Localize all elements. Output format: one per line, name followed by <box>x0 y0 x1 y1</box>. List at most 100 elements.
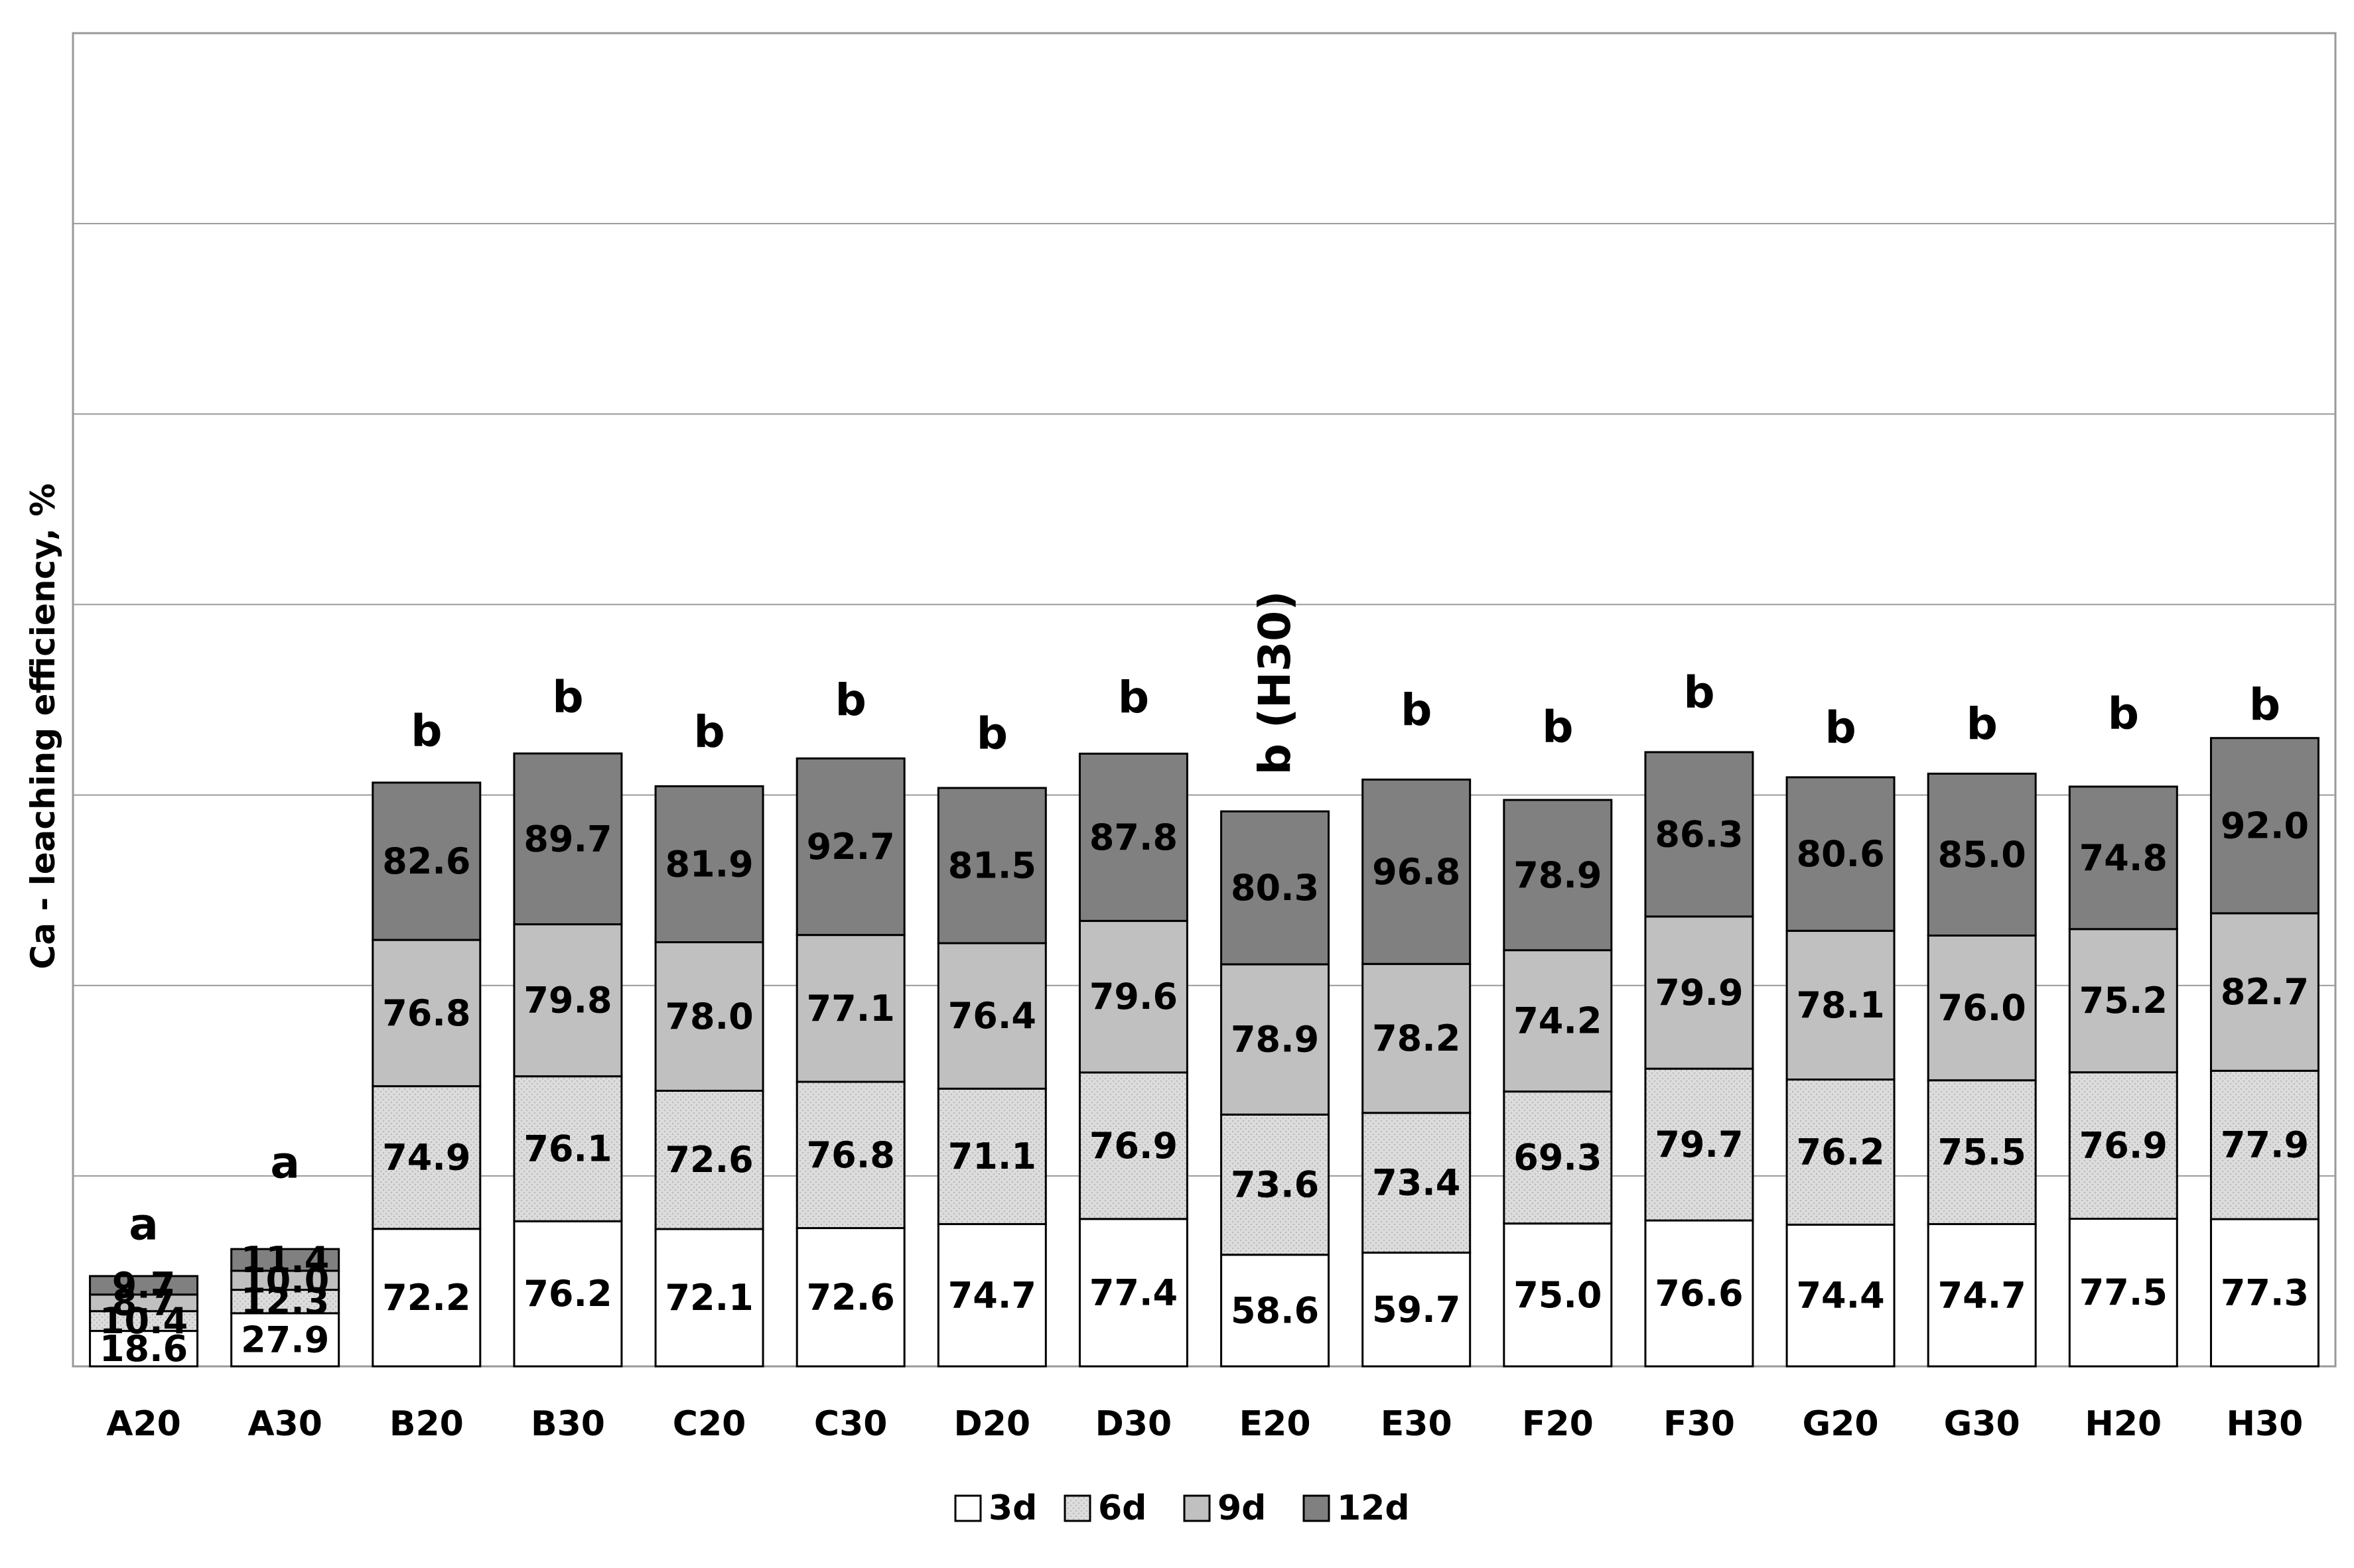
category-label: B30 <box>531 1404 605 1444</box>
category-label: G20 <box>1803 1404 1879 1444</box>
data-label: 10.4 <box>100 1300 188 1342</box>
data-label: 75.2 <box>2079 980 2168 1021</box>
category-label: C20 <box>673 1404 746 1444</box>
bar-segment-6d-H20 <box>2068 1071 2178 1220</box>
bar-segment-12d-H20 <box>2068 785 2178 931</box>
data-label: 77.3 <box>2221 1272 2309 1314</box>
category-label: F30 <box>1663 1404 1735 1444</box>
data-label: 18.6 <box>100 1328 188 1370</box>
data-label: 78.9 <box>1513 854 1602 896</box>
data-label: 10.0 <box>241 1260 329 1301</box>
y-axis-label: Ca - leaching efficiency, % <box>24 484 62 970</box>
bar-segment-3d-H20 <box>2068 1217 2178 1368</box>
data-label: 74.8 <box>2079 837 2168 879</box>
bar-segment-12d-B30 <box>513 752 623 926</box>
significance-letters: a a b b b b b b b (H30) b b b b b b b <box>129 591 2280 1250</box>
bar-segment-12d-A30 <box>230 1248 340 1272</box>
bar-segment-3d-E20 <box>1220 1254 1330 1368</box>
bar-segment-12d-E30 <box>1361 778 1472 965</box>
data-label: 73.4 <box>1372 1162 1460 1204</box>
data-label: 92.7 <box>807 826 895 868</box>
data-label: 74.2 <box>1513 1000 1602 1042</box>
data-label: 74.7 <box>948 1274 1036 1316</box>
significance-letter: b <box>977 708 1008 759</box>
data-label: 76.2 <box>523 1273 612 1315</box>
legend-label-9d: 9d <box>1217 1488 1266 1528</box>
data-label: 82.7 <box>2221 971 2309 1013</box>
data-label: 85.0 <box>1938 834 2026 876</box>
category-label: A30 <box>247 1404 322 1444</box>
bar-segment-9d-B30 <box>513 923 623 1078</box>
data-label: 82.6 <box>382 840 470 882</box>
bar-segment-12d-H30 <box>2209 737 2319 915</box>
bar-segment-9d-A30 <box>230 1270 340 1291</box>
bar-segment-3d-G20 <box>1785 1223 1896 1368</box>
legend-swatch-9d <box>1183 1494 1211 1522</box>
bar-segment-6d-D30 <box>1078 1071 1188 1220</box>
data-label: 92.0 <box>2221 805 2309 846</box>
bar-segment-3d-B30 <box>513 1220 623 1368</box>
bar-segment-6d-F20 <box>1503 1090 1613 1225</box>
bar-segment-6d-H30 <box>2209 1069 2319 1220</box>
category-label: E30 <box>1381 1404 1452 1444</box>
data-label: 74.4 <box>1796 1275 1884 1317</box>
data-label: 72.1 <box>665 1277 753 1319</box>
bar-segment-3d-D20 <box>937 1223 1047 1368</box>
data-label: 79.6 <box>1089 976 1178 1017</box>
bar-segment-6d-G30 <box>1927 1079 2037 1226</box>
category-label: C30 <box>814 1404 888 1444</box>
bar-segment-3d-A20 <box>89 1330 199 1368</box>
bar-segment-12d-A20 <box>89 1275 199 1296</box>
category-label: G30 <box>1944 1404 2020 1444</box>
data-label: 72.2 <box>382 1277 470 1319</box>
significance-letter: b <box>411 705 442 756</box>
bar-segment-12d-D20 <box>937 787 1047 945</box>
bar-segment-3d-B20 <box>372 1228 482 1368</box>
data-label: 76.8 <box>807 1134 895 1176</box>
bar-segment-9d-D20 <box>937 942 1047 1090</box>
significance-letter: b <box>835 675 866 726</box>
bar-segment-9d-G30 <box>1927 934 2037 1082</box>
data-label: 58.6 <box>1231 1289 1319 1331</box>
data-label: 69.3 <box>1513 1137 1602 1179</box>
bar-segment-6d-C20 <box>654 1090 764 1230</box>
bar-segment-9d-H30 <box>2209 912 2319 1072</box>
data-label: 79.8 <box>523 980 612 1021</box>
legend-swatch-3d <box>954 1494 982 1522</box>
significance-letter: b (H30) <box>1249 591 1300 775</box>
data-label: 77.4 <box>1089 1272 1178 1313</box>
bar-segment-12d-G30 <box>1927 772 2037 937</box>
data-label: 80.3 <box>1231 867 1319 909</box>
data-label: 73.6 <box>1231 1164 1319 1206</box>
bar-segment-6d-A20 <box>89 1310 199 1333</box>
data-label: 96.8 <box>1372 851 1460 893</box>
significance-letter: a <box>129 1199 159 1250</box>
data-label: 81.9 <box>665 843 753 885</box>
bar-segment-3d-C30 <box>796 1227 906 1368</box>
data-label: 86.3 <box>1655 813 1743 855</box>
significance-letter: b <box>1542 702 1573 753</box>
bar-segment-6d-B20 <box>372 1085 482 1230</box>
data-label: 77.5 <box>2079 1272 2168 1313</box>
legend-swatch-6d <box>1064 1494 1091 1522</box>
data-label: 72.6 <box>665 1139 753 1181</box>
category-label: E20 <box>1239 1404 1311 1444</box>
data-label: 74.7 <box>1938 1274 2026 1316</box>
data-label: 76.9 <box>1089 1125 1178 1167</box>
data-label: 89.7 <box>523 818 612 860</box>
data-label: 79.9 <box>1655 972 1743 1013</box>
data-label: 80.6 <box>1796 833 1884 875</box>
bar-segment-3d-E30 <box>1361 1252 1472 1368</box>
significance-letter: a <box>270 1138 300 1189</box>
data-label: 76.4 <box>948 995 1036 1037</box>
bar-segment-9d-G20 <box>1785 929 1896 1081</box>
category-label: B20 <box>389 1404 464 1444</box>
significance-letter: b <box>1825 702 1856 753</box>
data-label: 75.0 <box>1513 1274 1602 1316</box>
data-label: 87.8 <box>1089 817 1178 858</box>
category-label: D20 <box>954 1404 1031 1444</box>
category-label: F20 <box>1522 1404 1594 1444</box>
bar-segment-6d-G20 <box>1785 1078 1896 1226</box>
bar-segment-9d-D30 <box>1078 919 1188 1074</box>
bar-segment-12d-E20 <box>1220 810 1330 966</box>
